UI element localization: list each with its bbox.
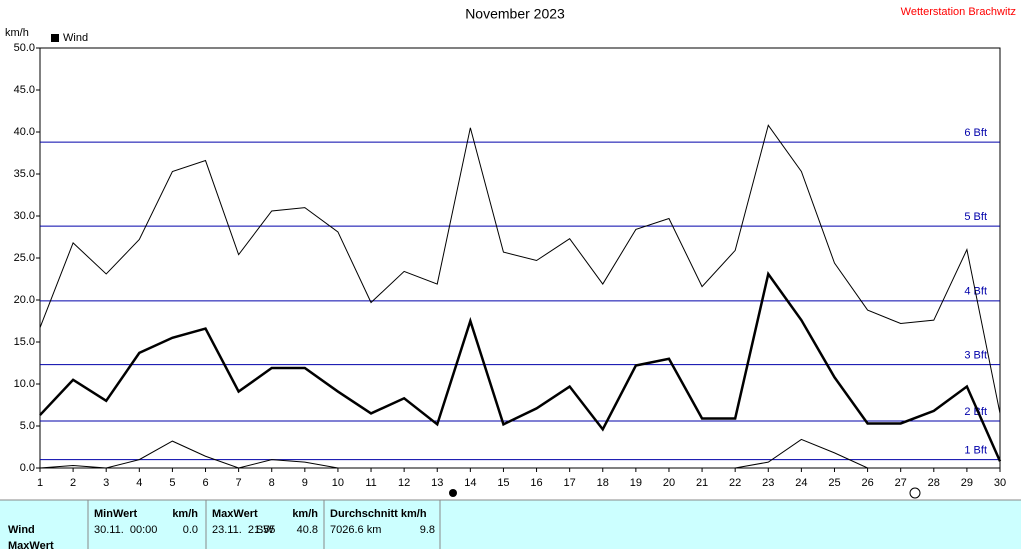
x-tick-label: 20 xyxy=(663,477,675,489)
x-tick-label: 11 xyxy=(365,477,376,489)
x-tick-label: 21 xyxy=(696,477,708,489)
bft-label: 5 Bft xyxy=(964,211,987,223)
y-unit: km/h xyxy=(5,27,29,39)
y-tick-label: 15.0 xyxy=(14,336,35,348)
x-tick-label: 12 xyxy=(398,477,410,489)
bft-label: 2 Bft xyxy=(964,406,987,418)
td: Wind xyxy=(8,524,35,536)
table-headers: MinWert km/h MaxWert km/h Durchschnitt k… xyxy=(94,508,427,520)
td: 23.11. 21:55 xyxy=(212,524,275,536)
x-tick-label: 24 xyxy=(795,477,807,489)
plot-area xyxy=(39,47,1001,469)
x-tick-label: 22 xyxy=(729,477,741,489)
x-tick-label: 26 xyxy=(861,477,873,489)
station: Wetterstation Brachwitz xyxy=(901,6,1016,18)
y-tick-label: 25.0 xyxy=(14,252,35,264)
bft-label: 3 Bft xyxy=(964,350,987,362)
series-line xyxy=(39,270,1002,462)
y-tick-label: 50.0 xyxy=(14,42,35,54)
x-tick-label: 23 xyxy=(762,477,774,489)
x-tick-label: 3 xyxy=(103,477,109,489)
table-lines xyxy=(0,499,1021,549)
y-tick-label: 40.0 xyxy=(14,126,35,138)
x-tick-label: 13 xyxy=(431,477,443,489)
full-moon xyxy=(909,487,921,499)
new-moon xyxy=(449,489,457,497)
bft-label: 6 Bft xyxy=(964,127,987,139)
y-tick-label: 0.0 xyxy=(20,462,35,474)
bft-label: 1 Bft xyxy=(964,445,987,457)
td: SW xyxy=(256,524,274,536)
series-line xyxy=(39,438,1000,469)
td: 0.0 xyxy=(183,524,198,536)
legend-label: Wind xyxy=(63,32,88,44)
x-tick-label: 9 xyxy=(302,477,308,489)
td: 40.8 xyxy=(297,524,318,536)
chart-title: November 2023 xyxy=(465,6,565,22)
x-tick-label: 18 xyxy=(597,477,609,489)
x-tick-label: 27 xyxy=(895,477,907,489)
td: 30.11. 00:00 xyxy=(94,524,157,536)
x-tick-label: 10 xyxy=(332,477,344,489)
table-bg xyxy=(0,500,1021,549)
td: 7026.6 km xyxy=(330,524,381,536)
th: MinWert xyxy=(94,508,138,520)
x-tick-label: 25 xyxy=(828,477,840,489)
th: Durchschnitt km/h xyxy=(330,508,427,520)
x-tick-label: 7 xyxy=(236,477,242,489)
y-tick-label: 45.0 xyxy=(14,84,35,96)
x-tick-label: 6 xyxy=(202,477,208,489)
th: MaxWert xyxy=(212,508,258,520)
x-tick-label: 30 xyxy=(994,477,1006,489)
x-tick-label: 5 xyxy=(169,477,175,489)
x-tick-label: 19 xyxy=(630,477,642,489)
td: MaxWert xyxy=(8,540,54,549)
y-tick-label: 30.0 xyxy=(14,210,35,222)
x-tick-label: 17 xyxy=(564,477,576,489)
x-tick-label: 8 xyxy=(269,477,275,489)
series-line xyxy=(39,124,1001,414)
x-tick-label: 15 xyxy=(497,477,509,489)
y-tick-label: 35.0 xyxy=(14,168,35,180)
x-tick-label: 28 xyxy=(928,477,940,489)
x-tick-label: 16 xyxy=(530,477,542,489)
y-tick-label: 5.0 xyxy=(20,420,35,432)
th: km/h xyxy=(292,508,318,520)
td: 9.8 xyxy=(420,524,435,536)
th: km/h xyxy=(172,508,198,520)
x-tick-label: 29 xyxy=(961,477,973,489)
x-tick-label: 4 xyxy=(136,477,142,489)
y-tick-label: 10.0 xyxy=(14,378,35,390)
x-tick-label: 14 xyxy=(464,477,476,489)
y-tick-label: 20.0 xyxy=(14,294,35,306)
x-tick-label: 2 xyxy=(70,477,76,489)
x-tick-label: 1 xyxy=(37,477,43,489)
legend-swatch xyxy=(51,34,59,42)
